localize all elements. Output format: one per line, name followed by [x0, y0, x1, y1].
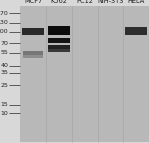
Bar [48, 45, 70, 49]
Text: 40: 40 [0, 63, 8, 68]
Bar [24, 51, 43, 55]
Bar [48, 26, 70, 35]
Bar [20, 6, 149, 142]
Text: 10: 10 [0, 111, 8, 116]
Text: K562: K562 [50, 0, 68, 4]
Text: 70: 70 [0, 41, 8, 46]
Text: PC12: PC12 [76, 0, 93, 4]
Text: 100: 100 [0, 29, 8, 34]
Text: NIH-3T3: NIH-3T3 [97, 0, 124, 4]
Text: 55: 55 [0, 50, 8, 55]
Text: 35: 35 [0, 70, 8, 75]
Bar [48, 38, 70, 43]
Bar [48, 49, 70, 52]
Text: MCF7: MCF7 [24, 0, 42, 4]
Text: 170: 170 [0, 11, 8, 16]
Text: 15: 15 [0, 102, 8, 107]
Bar [22, 28, 44, 35]
Bar [24, 55, 43, 58]
Text: 25: 25 [0, 83, 8, 88]
Text: HELA: HELA [128, 0, 145, 4]
Bar [125, 27, 147, 35]
Text: 130: 130 [0, 20, 8, 25]
